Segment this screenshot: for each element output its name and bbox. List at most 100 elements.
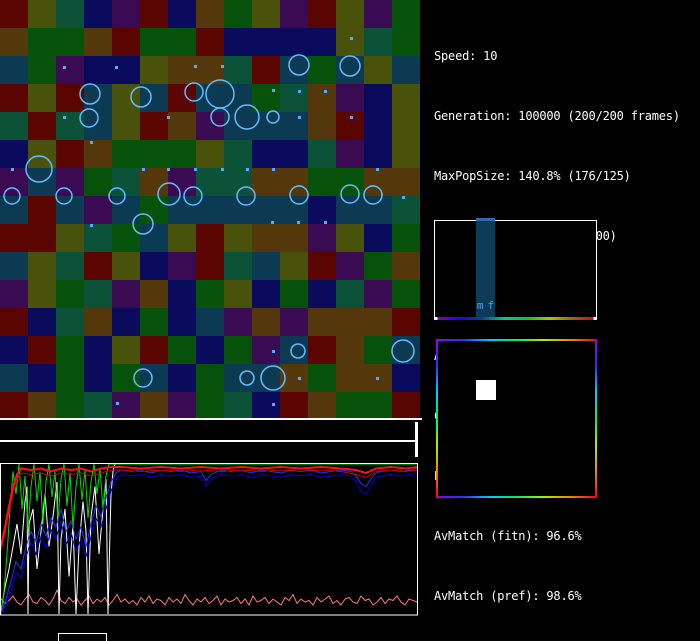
grid-cell[interactable] [336,0,364,28]
grid-cell[interactable] [392,196,420,224]
agent-dot[interactable] [324,90,327,93]
grid-cell[interactable] [168,336,196,364]
grid-cell[interactable] [392,364,420,392]
timeline-handle[interactable] [415,422,418,457]
grid-cell[interactable] [392,168,420,196]
timeline-track[interactable] [0,440,417,442]
grid-cell[interactable] [112,392,140,420]
grid-cell[interactable] [84,280,112,308]
grid-cell[interactable] [224,308,252,336]
agent-circle[interactable] [184,82,204,102]
grid-cell[interactable] [56,364,84,392]
grid-cell[interactable] [140,56,168,84]
grid-cell[interactable] [112,364,140,392]
grid-cell[interactable] [140,196,168,224]
agent-circle[interactable] [25,155,53,183]
grid-cell[interactable] [84,252,112,280]
agent-circle[interactable] [234,104,260,130]
grid-cell[interactable] [112,168,140,196]
grid-cell[interactable] [252,112,280,140]
grid-cell[interactable] [364,224,392,252]
agent-dot[interactable] [402,196,405,199]
grid-cell[interactable] [140,364,168,392]
grid-cell[interactable] [364,308,392,336]
agent-dot[interactable] [298,116,301,119]
grid-cell[interactable] [308,84,336,112]
grid-cell[interactable] [336,252,364,280]
agent-circle[interactable] [290,343,306,359]
agent-dot[interactable] [194,65,197,68]
grid-cell[interactable] [56,28,84,56]
grid-cell[interactable] [140,140,168,168]
grid-cell[interactable] [140,252,168,280]
grid-cell[interactable] [28,112,56,140]
grid-cell[interactable] [364,140,392,168]
agent-dot[interactable] [63,116,66,119]
grid-cell[interactable] [196,140,224,168]
grid-cell[interactable] [84,364,112,392]
grid-cell[interactable] [112,280,140,308]
grid-cell[interactable] [140,28,168,56]
grid-cell[interactable] [56,84,84,112]
agent-dot[interactable] [350,116,353,119]
grid-cell[interactable] [0,0,28,28]
grid-cell[interactable] [140,392,168,420]
grid-cell[interactable] [112,0,140,28]
grid-cell[interactable] [0,392,28,420]
grid-cell[interactable] [224,140,252,168]
grid-cell[interactable] [84,0,112,28]
agent-dot[interactable] [167,168,170,171]
simulation-grid[interactable] [0,0,421,420]
grid-cell[interactable] [140,336,168,364]
grid-cell[interactable] [224,392,252,420]
grid-cell[interactable] [168,280,196,308]
grid-cell[interactable] [364,280,392,308]
grid-cell[interactable] [168,196,196,224]
grid-cell[interactable] [224,252,252,280]
agent-circle[interactable] [130,86,152,108]
grid-cell[interactable] [364,28,392,56]
grid-cell[interactable] [168,140,196,168]
grid-cell[interactable] [252,392,280,420]
grid-cell[interactable] [28,336,56,364]
grid-cell[interactable] [364,84,392,112]
grid-cell[interactable] [112,252,140,280]
grid-cell[interactable] [140,84,168,112]
grid-cell[interactable] [308,252,336,280]
grid-cell[interactable] [0,364,28,392]
grid-cell[interactable] [28,84,56,112]
grid-cell[interactable] [392,392,420,420]
grid-cell[interactable] [308,308,336,336]
grid-cell[interactable] [140,308,168,336]
grid-cell[interactable] [28,28,56,56]
grid-cell[interactable] [0,56,28,84]
grid-cell[interactable] [280,56,308,84]
grid-cell[interactable] [56,308,84,336]
grid-cell[interactable] [168,28,196,56]
grid-cell[interactable] [196,280,224,308]
grid-cell[interactable] [112,56,140,84]
grid-cell[interactable] [196,392,224,420]
grid-cell[interactable] [0,168,28,196]
grid-cell[interactable] [84,140,112,168]
agent-circle[interactable] [288,54,310,76]
grid-cell[interactable] [392,84,420,112]
grid-cell[interactable] [196,364,224,392]
grid-cell[interactable] [0,112,28,140]
agent-circle[interactable] [79,83,101,105]
agent-dot[interactable] [298,377,301,380]
grid-cell[interactable] [0,196,28,224]
grid-cell[interactable] [168,168,196,196]
grid-cell[interactable] [280,0,308,28]
grid-cell[interactable] [336,364,364,392]
grid-cell[interactable] [56,112,84,140]
grid-cell[interactable] [112,336,140,364]
grid-cell[interactable] [336,280,364,308]
agent-circle[interactable] [236,186,256,206]
grid-cell[interactable] [140,224,168,252]
grid-cell[interactable] [0,28,28,56]
agent-circle[interactable] [55,187,73,205]
grid-cell[interactable] [364,112,392,140]
grid-cell[interactable] [56,56,84,84]
grid-cell[interactable] [0,336,28,364]
